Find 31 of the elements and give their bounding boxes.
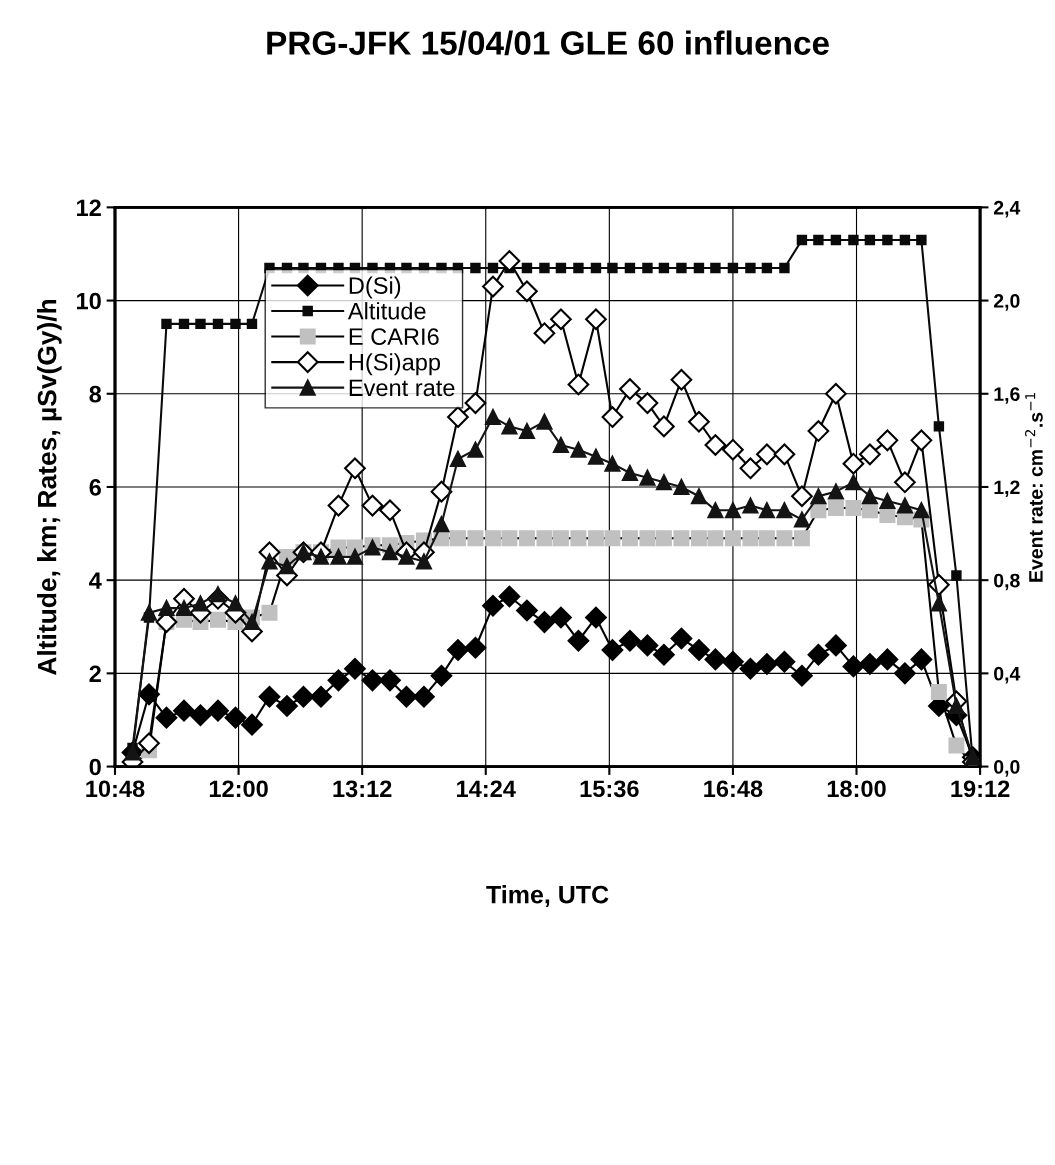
chart-title: PRG-JFK 15/04/01 GLE 60 influence bbox=[267, 30, 829, 56]
legend-label: Altitude bbox=[347, 302, 426, 320]
x-tick-label: 12:00 bbox=[209, 780, 268, 798]
x-axis-title: Time, UTC bbox=[486, 885, 609, 908]
y2-tick-label: 2,4 bbox=[993, 200, 1021, 218]
x-tick-label: 19:12 bbox=[951, 780, 1010, 798]
y-tick-label: 8 bbox=[89, 385, 102, 403]
y2-tick-label: 1,6 bbox=[994, 387, 1020, 404]
y-tick-label: 2 bbox=[89, 665, 101, 682]
y2-tick-label: 0,0 bbox=[994, 760, 1020, 777]
y2-tick-label: 0,4 bbox=[994, 666, 1021, 684]
x-tick-label: 15:36 bbox=[580, 780, 639, 798]
y-tick-label: 0 bbox=[89, 758, 101, 776]
y-tick-label: 6 bbox=[89, 479, 101, 496]
y-tick-label: 12 bbox=[77, 199, 101, 216]
y2-tick-label: 2,0 bbox=[993, 294, 1020, 311]
x-tick-label: 14:24 bbox=[457, 780, 516, 797]
y2-axis-title: Event rate: cm$^{−2}$.s$^{−1}$ bbox=[1025, 392, 1043, 582]
legend-label: H(Si)app bbox=[349, 353, 441, 376]
y-tick-label: 10 bbox=[77, 292, 101, 310]
x-tick-label: 10:48 bbox=[86, 780, 145, 798]
x-tick-label: 18:00 bbox=[827, 780, 886, 798]
legend-label: E CARI6 bbox=[349, 328, 439, 346]
legend-label: D(Si) bbox=[349, 276, 401, 299]
legend-label: Event rate bbox=[349, 379, 455, 397]
y-axis-title: Altitude, km; Rates, µSv(Gy)/h bbox=[37, 299, 62, 675]
x-tick-label: 16:48 bbox=[704, 780, 763, 798]
y-tick-label: 4 bbox=[89, 572, 102, 589]
y2-tick-label: 0,8 bbox=[994, 573, 1020, 591]
y2-tick-label: 1,2 bbox=[994, 480, 1020, 498]
x-tick-label: 13:12 bbox=[333, 780, 392, 798]
